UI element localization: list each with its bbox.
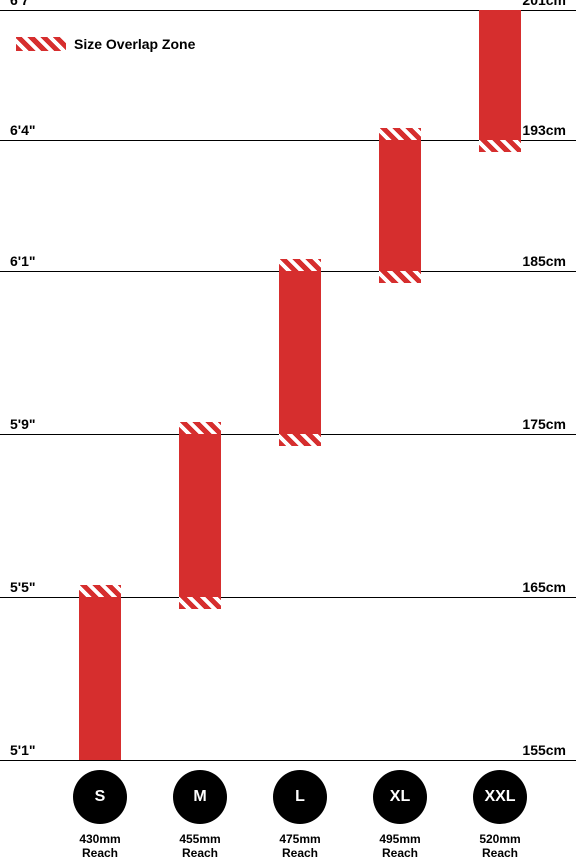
size-bar-l: [279, 259, 321, 446]
x-axis: S430mmReachM455mmReachL475mmReachXL495mm…: [0, 770, 576, 860]
reach-label: Reach: [70, 846, 130, 860]
overlap-hatch-top: [279, 259, 321, 271]
bar-solid: [279, 271, 321, 434]
y-label-metric: 165cm: [522, 579, 566, 595]
overlap-hatch-bottom: [279, 434, 321, 446]
size-bar-s: [79, 585, 121, 760]
size-bar-xxl: [479, 10, 521, 152]
legend: Size Overlap Zone: [16, 36, 195, 52]
legend-swatch-hatch: [16, 37, 66, 51]
y-label-imperial: 6'4": [10, 122, 36, 138]
reach-value: 455mm: [170, 832, 230, 846]
legend-label: Size Overlap Zone: [74, 36, 195, 52]
size-column-s: S 430mmReach: [70, 770, 130, 860]
reach-label: Reach: [170, 846, 230, 860]
bar-solid: [479, 10, 521, 140]
y-label-imperial: 5'1": [10, 742, 36, 758]
reach-value: 475mm: [270, 832, 330, 846]
size-column-xxl: XXL 520mmReach: [470, 770, 530, 860]
size-bar-m: [179, 422, 221, 609]
y-label-imperial: 5'9": [10, 416, 36, 432]
size-chart: 6'7" 201cm 6'4" 193cm 6'1" 185cm 5'9" 175cm 5'5"…: [0, 0, 576, 760]
reach-label: Reach: [470, 846, 530, 860]
size-badge: XL: [373, 770, 427, 824]
size-column-m: M 455mmReach: [170, 770, 230, 860]
bar-solid: [379, 140, 421, 270]
reach-value: 495mm: [370, 832, 430, 846]
overlap-hatch-top: [379, 128, 421, 140]
size-column-l: L 475mmReach: [270, 770, 330, 860]
size-badge: XXL: [473, 770, 527, 824]
size-badge: L: [273, 770, 327, 824]
reach-label: Reach: [370, 846, 430, 860]
overlap-hatch-bottom: [179, 597, 221, 609]
y-label-metric: 175cm: [522, 416, 566, 432]
y-label-metric: 201cm: [522, 0, 566, 8]
y-label-imperial: 6'7": [10, 0, 36, 8]
reach-value: 520mm: [470, 832, 530, 846]
y-label-imperial: 6'1": [10, 253, 36, 269]
y-label-metric: 193cm: [522, 122, 566, 138]
size-badge: M: [173, 770, 227, 824]
reach-value: 430mm: [70, 832, 130, 846]
overlap-hatch-bottom: [479, 140, 521, 152]
reach-label: Reach: [270, 846, 330, 860]
overlap-hatch-top: [79, 585, 121, 597]
overlap-hatch-bottom: [379, 271, 421, 283]
y-label-metric: 185cm: [522, 253, 566, 269]
overlap-hatch-top: [179, 422, 221, 434]
bar-solid: [79, 597, 121, 760]
size-badge: S: [73, 770, 127, 824]
gridline: [0, 760, 576, 761]
y-label-imperial: 5'5": [10, 579, 36, 595]
bar-solid: [179, 434, 221, 597]
size-bar-xl: [379, 128, 421, 282]
size-column-xl: XL 495mmReach: [370, 770, 430, 860]
y-label-metric: 155cm: [522, 742, 566, 758]
